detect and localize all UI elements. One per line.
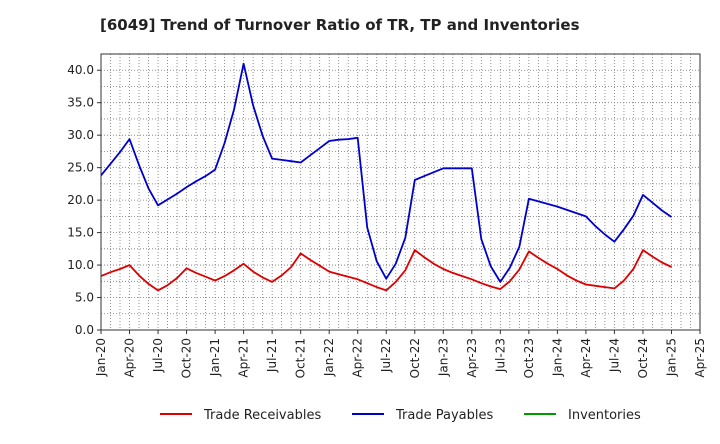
y-axis: 0.0 5.0 10.0 15.0 20.0 25.0 30.0 35.0 40.0	[67, 63, 101, 337]
x-tick-label: Apr-21	[237, 338, 251, 378]
series-line-trade-receivables	[100, 249, 672, 292]
x-tick-label: Jul-21	[265, 338, 279, 373]
x-tick-label: Jul-20	[151, 338, 165, 373]
x-tick-label: Oct-20	[180, 338, 194, 378]
x-tick-label: Jan-24	[550, 338, 564, 377]
y-tick-label: 40.0	[67, 63, 94, 77]
series-line-trade-payables	[100, 62, 673, 283]
x-tick-label: Jan-22	[322, 338, 336, 377]
y-tick-label: 10.0	[67, 258, 94, 272]
y-tick-label: 25.0	[67, 161, 94, 175]
x-tick-label: Apr-23	[465, 338, 479, 378]
x-tick-label: Jan-23	[436, 338, 450, 377]
y-tick-label: 5.0	[75, 291, 94, 305]
grid-layer	[101, 54, 700, 330]
y-tick-label: 20.0	[67, 193, 94, 207]
legend-label: Inventories	[568, 408, 641, 423]
x-tick-label: Apr-20	[123, 338, 137, 378]
legend-label: Trade Receivables	[203, 408, 321, 423]
series-layer	[100, 62, 673, 292]
legend: Trade Receivables Trade Payables Inventori…	[160, 408, 641, 423]
x-tick-label: Apr-22	[351, 338, 365, 378]
x-tick-label: Jan-20	[94, 338, 108, 377]
x-tick-label: Jul-22	[379, 338, 393, 373]
x-tick-label: Apr-25	[693, 338, 707, 378]
y-tick-label: 15.0	[67, 226, 94, 240]
x-tick-label: Oct-24	[636, 338, 650, 378]
x-tick-label: Oct-21	[294, 338, 308, 378]
x-tick-label: Jan-25	[664, 338, 678, 377]
x-tick-label: Jul-24	[607, 338, 621, 373]
x-tick-label: Oct-22	[408, 338, 422, 378]
x-tick-label: Jan-21	[208, 338, 222, 377]
legend-label: Trade Payables	[395, 408, 493, 423]
chart-title: [6049] Trend of Turnover Ratio of TR, TP…	[100, 16, 580, 34]
y-tick-label: 0.0	[75, 323, 94, 337]
x-axis: Jan-20 Apr-20 Jul-20 Oct-20 Jan-21 Apr-21 Jul-…	[94, 330, 707, 378]
x-tick-label: Jul-23	[493, 338, 507, 373]
x-tick-label: Oct-23	[522, 338, 536, 378]
plot-frame	[100, 53, 701, 331]
x-tick-label: Apr-24	[579, 338, 593, 378]
y-tick-label: 35.0	[67, 96, 94, 110]
y-tick-label: 30.0	[67, 128, 94, 142]
